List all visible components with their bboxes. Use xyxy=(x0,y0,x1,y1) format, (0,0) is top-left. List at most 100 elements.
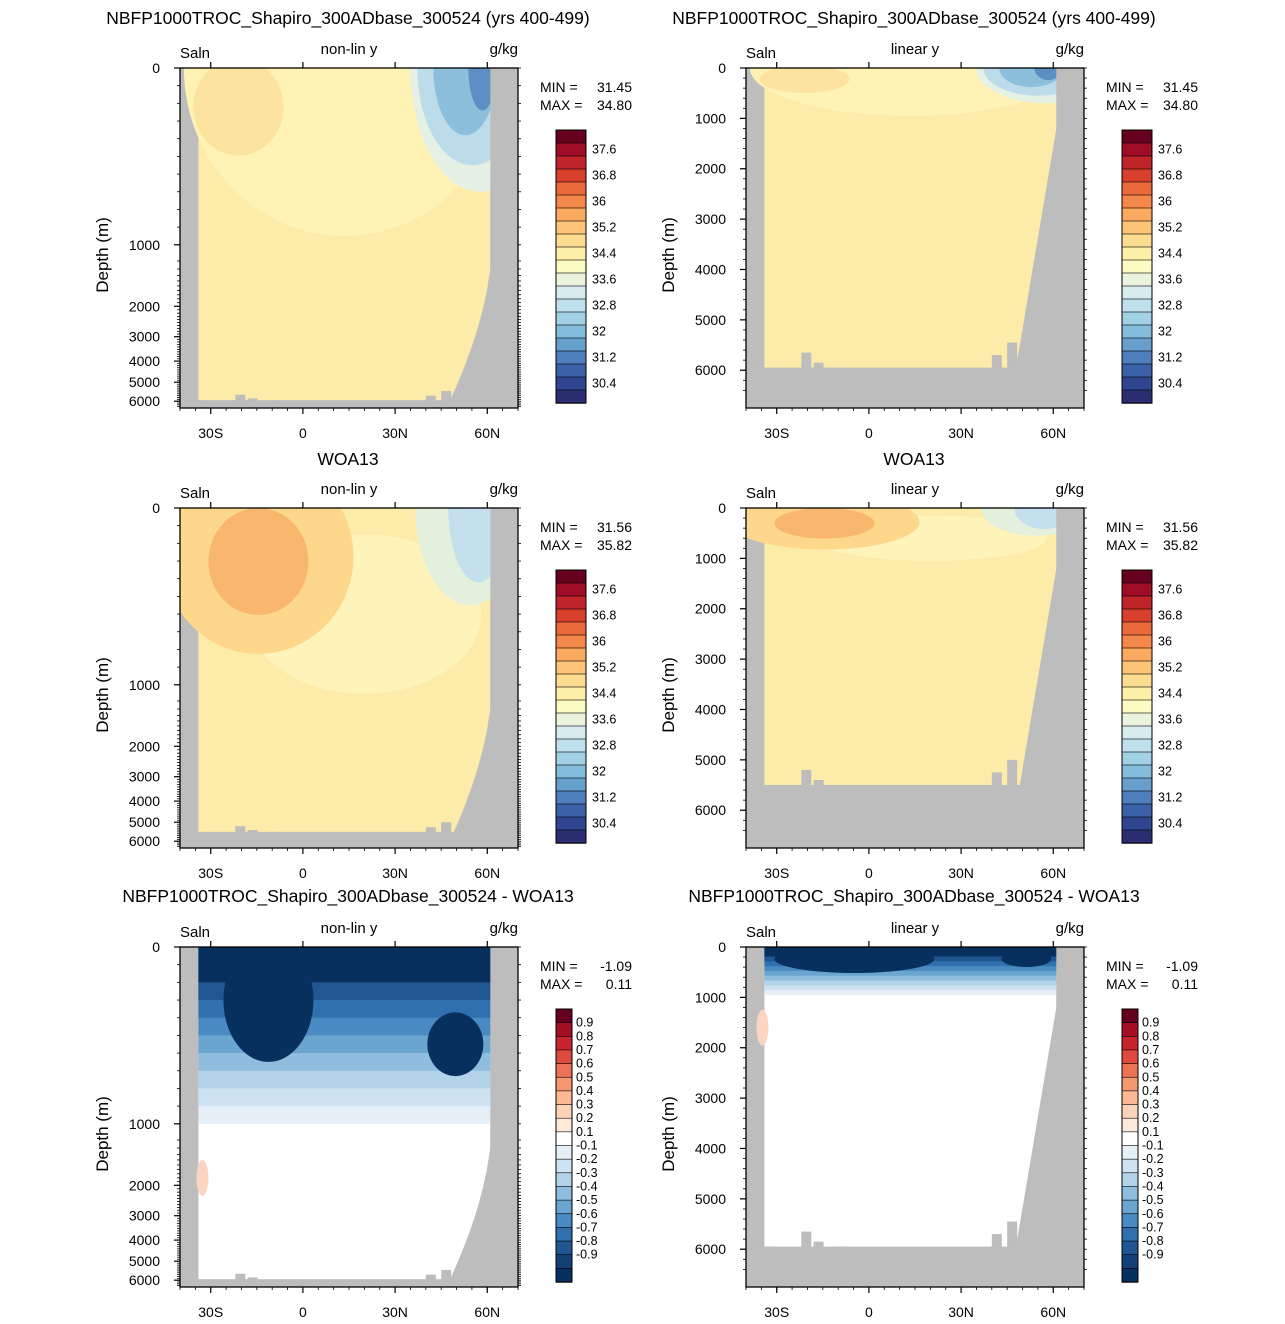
units-label: g/kg xyxy=(490,920,518,937)
y-tick-label: 0 xyxy=(152,500,160,516)
colorbar-label: 33.6 xyxy=(592,273,616,287)
colorbar-swatch xyxy=(555,1145,573,1160)
colorbar-swatch xyxy=(1121,181,1153,196)
units-label: g/kg xyxy=(490,481,518,498)
min-value: -1.09 xyxy=(1166,958,1198,974)
colorbar-swatch xyxy=(1121,155,1153,170)
y-tick-label: 4000 xyxy=(129,353,160,369)
x-tick-label: 0 xyxy=(865,425,873,441)
colorbar-swatch xyxy=(1121,350,1153,365)
colorbar-swatch xyxy=(555,1172,573,1188)
colorbar-swatch xyxy=(1121,324,1153,339)
colorbar-swatch xyxy=(555,1104,573,1119)
colorbar-swatch xyxy=(555,647,587,662)
field-area xyxy=(746,68,1084,408)
colorbar-label: 36 xyxy=(592,195,606,209)
colorbar-swatch xyxy=(1121,1227,1139,1242)
y-tick-label: 4000 xyxy=(695,701,726,717)
colorbar-swatch xyxy=(1121,777,1153,792)
colorbar-swatch xyxy=(1121,738,1153,753)
colorbar-frame xyxy=(555,129,587,404)
colorbar-label: 0.9 xyxy=(1142,1016,1159,1030)
y-tick-label: 3000 xyxy=(695,1090,726,1106)
colorbar-label: 0.3 xyxy=(576,1098,593,1112)
colorbar-label: -0.1 xyxy=(1142,1139,1164,1153)
yscale-label: non-lin y xyxy=(321,41,378,58)
colorbar-swatch xyxy=(555,1240,573,1256)
contour-region xyxy=(223,947,314,1062)
colorbar-swatch xyxy=(1121,194,1153,209)
colorbar-swatch xyxy=(1121,272,1153,287)
x-tick-label: 60N xyxy=(474,425,500,441)
continental-slope xyxy=(1016,947,1084,1287)
x-tick-label: 30N xyxy=(382,1304,408,1320)
colorbar-label: 34.4 xyxy=(592,247,616,261)
colorbar-swatch xyxy=(1121,673,1153,688)
colorbar-swatch xyxy=(555,1186,573,1201)
colorbar-label: -0.2 xyxy=(576,1152,598,1166)
colorbar-label: 0.2 xyxy=(1142,1111,1159,1125)
colorbar-swatch xyxy=(555,389,587,404)
field-area xyxy=(180,947,518,1287)
y-tick-label: 0 xyxy=(152,60,160,76)
colorbar: 37.6 36.8 36 35.2 34.4 33.6 32.8 32 31.2 30.4 xyxy=(555,569,616,844)
y-tick-label: 1000 xyxy=(129,237,160,253)
colorbar-swatch xyxy=(555,1227,573,1242)
min-label: MIN = xyxy=(1106,79,1144,95)
colorbar-swatch xyxy=(555,1036,573,1051)
colorbar-swatch xyxy=(555,790,587,805)
x-tick-label: 60N xyxy=(474,1304,500,1320)
colorbar-label: 36 xyxy=(1158,635,1172,649)
colorbar-swatch xyxy=(555,777,587,792)
y-tick-label: 6000 xyxy=(129,393,160,409)
topography-step xyxy=(441,390,452,408)
colorbar-swatch xyxy=(555,259,587,274)
colorbar-swatch xyxy=(555,621,587,636)
y-tick-label: 0 xyxy=(718,939,726,955)
colorbar-swatch xyxy=(555,350,587,365)
colorbar-label: -0.4 xyxy=(576,1179,598,1193)
colorbar-swatch xyxy=(555,1117,573,1133)
colorbar-swatch xyxy=(1121,1063,1139,1078)
colorbar-swatch xyxy=(1121,1145,1139,1160)
colorbar-label: 33.6 xyxy=(1158,713,1182,727)
colorbar-swatch xyxy=(555,1158,573,1174)
colorbar-label: 30.4 xyxy=(1158,377,1182,391)
colorbar-swatch xyxy=(1121,337,1153,352)
panel-woa-lin: WOA13 Saln linear y g/kg Depth (m) 0 1000 2000 3… xyxy=(659,449,1198,881)
y-tick-label: 2000 xyxy=(129,738,160,754)
colorbar-swatch xyxy=(1121,660,1153,675)
colorbar-label: 0.7 xyxy=(1142,1043,1159,1057)
colorbar-swatch xyxy=(555,298,587,313)
x-tick-label: 30S xyxy=(198,865,223,881)
colorbar-label: -0.5 xyxy=(576,1193,598,1207)
colorbar-frame xyxy=(1121,1008,1139,1283)
contour-region xyxy=(1034,68,1063,81)
colorbar-label: 35.2 xyxy=(1158,661,1182,675)
x-tick-label: 0 xyxy=(865,865,873,881)
colorbar-swatch xyxy=(555,311,587,326)
colorbar-label: -0.9 xyxy=(576,1248,598,1262)
colorbar-swatch xyxy=(1121,1199,1139,1215)
y-tick-label: 6000 xyxy=(129,833,160,849)
colorbar-label: 36 xyxy=(592,635,606,649)
x-tick-label: 30N xyxy=(948,425,974,441)
colorbar: 37.6 36.8 36 35.2 34.4 33.6 32.8 32 31.2 30.4 xyxy=(1121,569,1182,844)
colorbar-swatch xyxy=(1121,1268,1139,1283)
colorbar-swatch xyxy=(1121,1036,1139,1051)
y-axis-label: Depth (m) xyxy=(93,217,112,293)
colorbar-label: 36.8 xyxy=(1158,169,1182,183)
colorbar-swatch xyxy=(555,324,587,339)
contour-region xyxy=(1001,951,1052,967)
x-tick-label: 30S xyxy=(764,1304,789,1320)
y-tick-label: 3000 xyxy=(695,211,726,227)
colorbar-label: 32.8 xyxy=(592,299,616,313)
colorbar-label: -0.4 xyxy=(1142,1179,1164,1193)
variable-label: Saln xyxy=(180,485,210,502)
x-tick-label: 60N xyxy=(1040,1304,1066,1320)
max-label: MAX = xyxy=(1106,976,1148,992)
y-tick-label: 6000 xyxy=(695,362,726,378)
variable-label: Saln xyxy=(746,485,776,502)
continental-slope xyxy=(1016,68,1084,408)
continental-slope xyxy=(450,947,518,1287)
